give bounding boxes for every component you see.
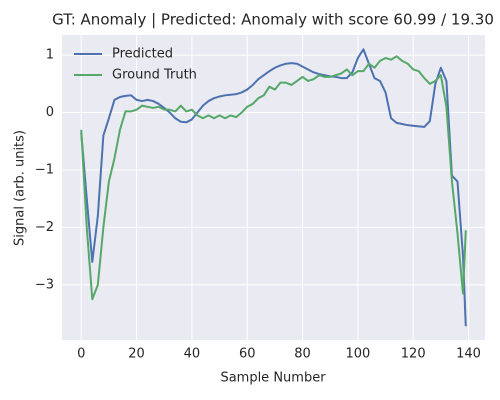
x-tick-label: 80 — [294, 347, 311, 362]
x-tick-label: 140 — [456, 347, 481, 362]
x-tick-label: 40 — [184, 347, 201, 362]
x-tick-label: 100 — [345, 347, 370, 362]
legend-label: Predicted — [112, 47, 173, 62]
chart-title: GT: Anomaly | Predicted: Anomaly with sc… — [52, 11, 494, 29]
y-axis-label: Signal (arb. units) — [13, 130, 28, 246]
x-tick-label: 0 — [77, 347, 85, 362]
y-tick-label: 0 — [46, 105, 54, 120]
legend-label: Ground Truth — [112, 68, 197, 83]
x-axis-label: Sample Number — [220, 371, 326, 386]
y-tick-label: 1 — [46, 48, 54, 63]
plot-area — [62, 35, 485, 340]
y-tick-label: −3 — [35, 277, 54, 292]
y-tick-label: −1 — [35, 162, 54, 177]
x-tick-label: 120 — [401, 347, 426, 362]
series-line — [80, 48, 467, 327]
x-tick-label: 60 — [239, 347, 256, 362]
y-tick-label: −2 — [35, 220, 54, 235]
x-tick-label: 20 — [128, 347, 145, 362]
series-line — [80, 55, 467, 301]
